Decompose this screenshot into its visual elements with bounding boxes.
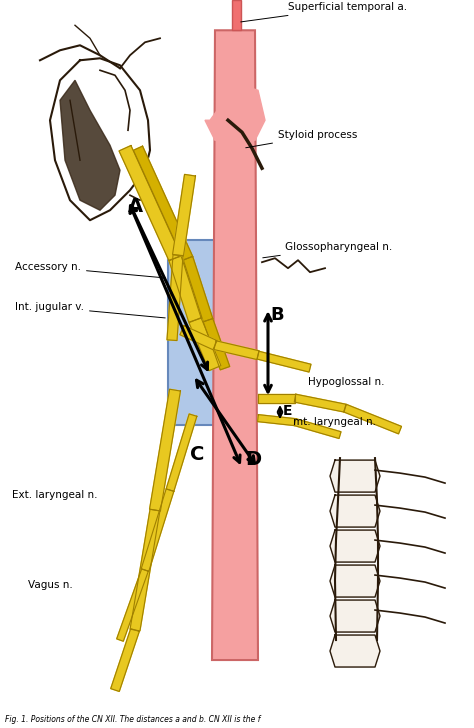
Text: Fig. 1. Positions of the CN XII. The distances a and b. CN XII is the f: Fig. 1. Positions of the CN XII. The dis… [5, 715, 260, 724]
Text: Glossopharyngeal n.: Glossopharyngeal n. [263, 242, 392, 258]
Text: A: A [128, 197, 143, 216]
Polygon shape [258, 415, 295, 426]
Polygon shape [330, 495, 380, 527]
Polygon shape [294, 395, 346, 412]
Bar [168, 240, 216, 425]
Text: D: D [245, 450, 261, 469]
Polygon shape [330, 530, 380, 562]
Polygon shape [119, 146, 181, 261]
Text: Ext. laryngeal n.: Ext. laryngeal n. [12, 490, 98, 500]
Polygon shape [330, 460, 380, 492]
Polygon shape [330, 635, 380, 667]
Polygon shape [130, 510, 160, 631]
Polygon shape [344, 405, 401, 434]
Text: Int. jugular v.: Int. jugular v. [15, 302, 165, 318]
Polygon shape [150, 389, 181, 511]
Polygon shape [214, 341, 259, 360]
Polygon shape [205, 85, 265, 141]
Polygon shape [60, 80, 120, 210]
Polygon shape [167, 255, 183, 341]
Polygon shape [180, 325, 217, 349]
Polygon shape [257, 352, 311, 372]
Text: Vagus n.: Vagus n. [28, 580, 73, 590]
Text: Accessory n.: Accessory n. [15, 262, 165, 278]
Polygon shape [258, 394, 295, 403]
Polygon shape [169, 256, 201, 323]
Polygon shape [111, 628, 139, 692]
Text: B: B [270, 306, 283, 324]
Polygon shape [203, 318, 230, 370]
Bar [232, 0, 241, 31]
Text: mt. laryngeal n.: mt. laryngeal n. [293, 417, 376, 427]
Polygon shape [166, 414, 197, 491]
Text: C: C [190, 445, 204, 464]
Polygon shape [141, 489, 174, 571]
Polygon shape [189, 317, 221, 371]
Text: Hypoglossal n.: Hypoglossal n. [308, 377, 384, 387]
Polygon shape [117, 569, 148, 641]
Polygon shape [212, 31, 258, 660]
Polygon shape [294, 419, 341, 438]
Polygon shape [134, 146, 192, 261]
Text: Superficial temporal a.: Superficial temporal a. [241, 2, 407, 22]
Polygon shape [183, 257, 213, 322]
Polygon shape [330, 565, 380, 597]
Polygon shape [330, 600, 380, 632]
Text: E: E [283, 404, 292, 418]
Text: Styloid process: Styloid process [246, 130, 357, 148]
Polygon shape [173, 175, 195, 256]
